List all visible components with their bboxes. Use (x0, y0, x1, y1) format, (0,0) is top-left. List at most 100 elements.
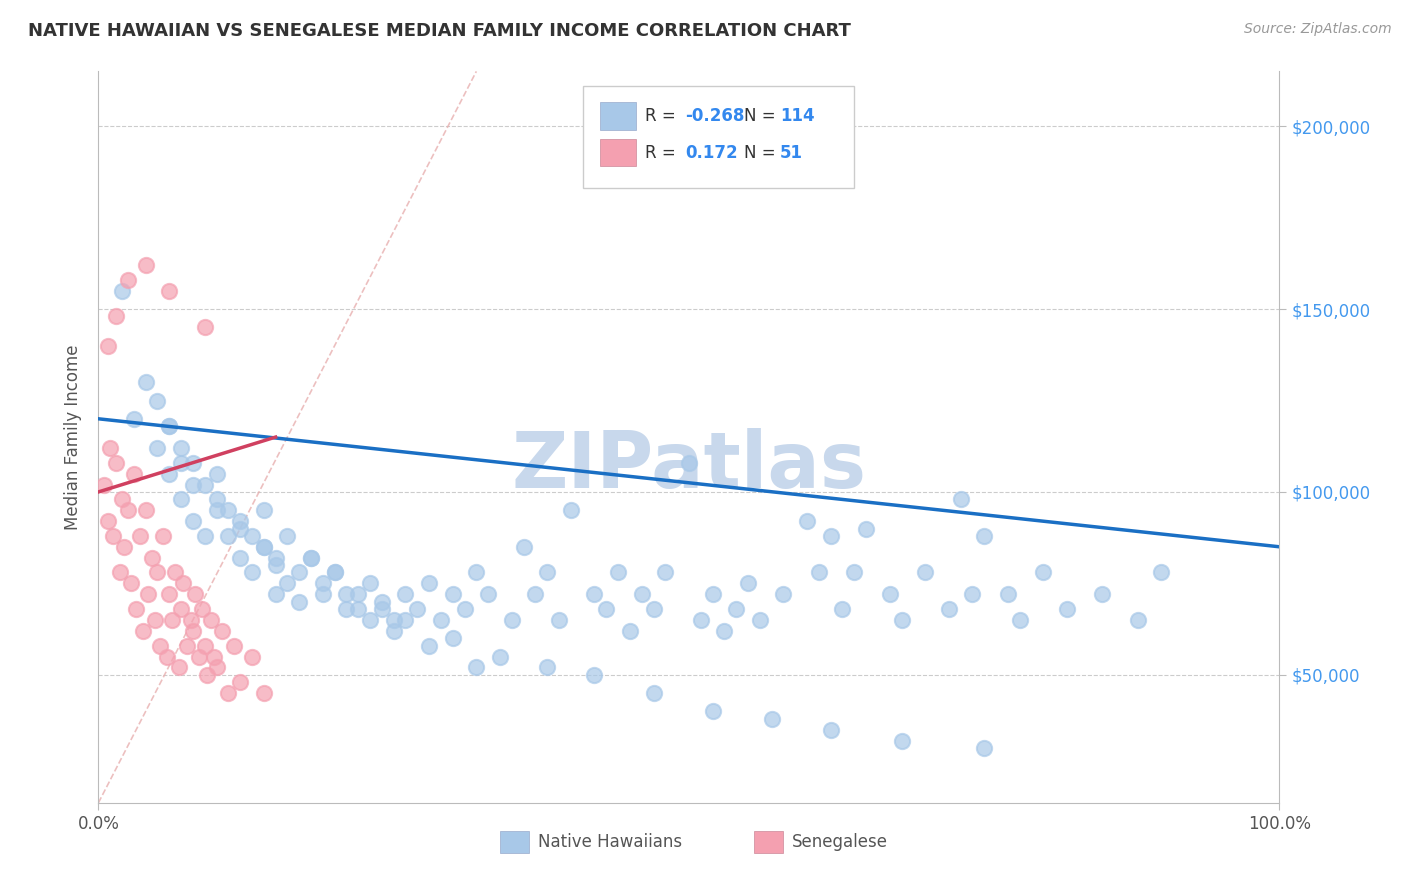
Point (725, 602, 748, 616)
Point (146, 393, 169, 408)
Point (170, 441, 193, 455)
Point (93, 477, 115, 491)
Point (702, 587, 724, 601)
Point (181, 624, 204, 638)
Point (194, 477, 217, 491)
Point (229, 550, 252, 565)
Point (194, 320, 217, 334)
Point (465, 566, 488, 580)
Point (323, 566, 346, 580)
Point (128, 529, 150, 543)
Point (97, 514, 120, 528)
Point (477, 587, 499, 601)
Point (122, 411, 145, 425)
Text: 51: 51 (780, 144, 803, 161)
Point (264, 558, 287, 573)
Point (135, 258, 157, 272)
Y-axis label: Median Family Income: Median Family Income (65, 344, 83, 530)
Point (359, 613, 381, 627)
Point (371, 594, 394, 608)
Point (170, 602, 193, 616)
Point (141, 550, 163, 565)
Point (713, 624, 735, 638)
Point (938, 602, 960, 616)
Point (371, 602, 394, 616)
Point (831, 602, 853, 616)
Text: 114: 114 (780, 107, 814, 125)
Point (117, 273, 139, 287)
Point (299, 550, 322, 565)
Point (240, 529, 263, 543)
Point (205, 467, 228, 481)
Point (205, 660, 228, 674)
Point (772, 587, 794, 601)
Point (125, 602, 148, 616)
Text: N =: N = (744, 107, 776, 125)
Point (172, 576, 194, 591)
Text: Senegalese: Senegalese (792, 832, 887, 851)
Point (194, 639, 217, 653)
Point (607, 566, 630, 580)
Point (997, 587, 1019, 601)
Point (240, 649, 263, 664)
Point (180, 613, 202, 627)
Point (165, 566, 187, 580)
Point (205, 492, 228, 507)
Point (135, 375, 157, 389)
Point (820, 723, 842, 737)
Point (654, 566, 676, 580)
Point (583, 587, 606, 601)
Point (359, 576, 381, 591)
Point (217, 503, 239, 517)
Point (879, 587, 901, 601)
Point (914, 566, 936, 580)
Point (418, 639, 440, 653)
Point (157, 419, 180, 434)
Point (157, 587, 180, 601)
Point (748, 613, 770, 627)
Point (441, 587, 464, 601)
Text: Native Hawaiians: Native Hawaiians (537, 832, 682, 851)
Text: NATIVE HAWAIIAN VS SENEGALESE MEDIAN FAMILY INCOME CORRELATION CHART: NATIVE HAWAIIAN VS SENEGALESE MEDIAN FAM… (28, 22, 851, 40)
Point (512, 540, 534, 554)
FancyBboxPatch shape (582, 86, 855, 188)
Point (524, 587, 547, 601)
Point (288, 594, 311, 608)
Point (111, 492, 134, 507)
Point (288, 566, 311, 580)
Point (156, 649, 179, 664)
Point (176, 639, 198, 653)
Point (382, 613, 405, 627)
Point (170, 456, 193, 470)
Point (406, 602, 429, 616)
Point (136, 587, 159, 601)
Point (122, 467, 145, 481)
Point (619, 624, 641, 638)
Point (489, 649, 512, 664)
Point (276, 576, 298, 591)
Point (501, 613, 523, 627)
Point (418, 576, 440, 591)
Point (191, 602, 214, 616)
Point (973, 529, 995, 543)
Point (264, 587, 287, 601)
Point (202, 649, 225, 664)
Point (1008, 613, 1031, 627)
Point (132, 624, 155, 638)
Point (253, 540, 276, 554)
Point (1150, 566, 1173, 580)
Point (167, 660, 190, 674)
Point (98, 441, 121, 455)
Point (187, 649, 209, 664)
Point (430, 613, 453, 627)
Point (101, 529, 124, 543)
Point (949, 492, 972, 507)
Point (181, 477, 204, 491)
Point (536, 566, 558, 580)
Text: R =: R = (645, 107, 676, 125)
Point (224, 639, 246, 653)
Point (335, 602, 357, 616)
Point (1056, 602, 1078, 616)
Point (253, 686, 276, 700)
Point (536, 660, 558, 674)
